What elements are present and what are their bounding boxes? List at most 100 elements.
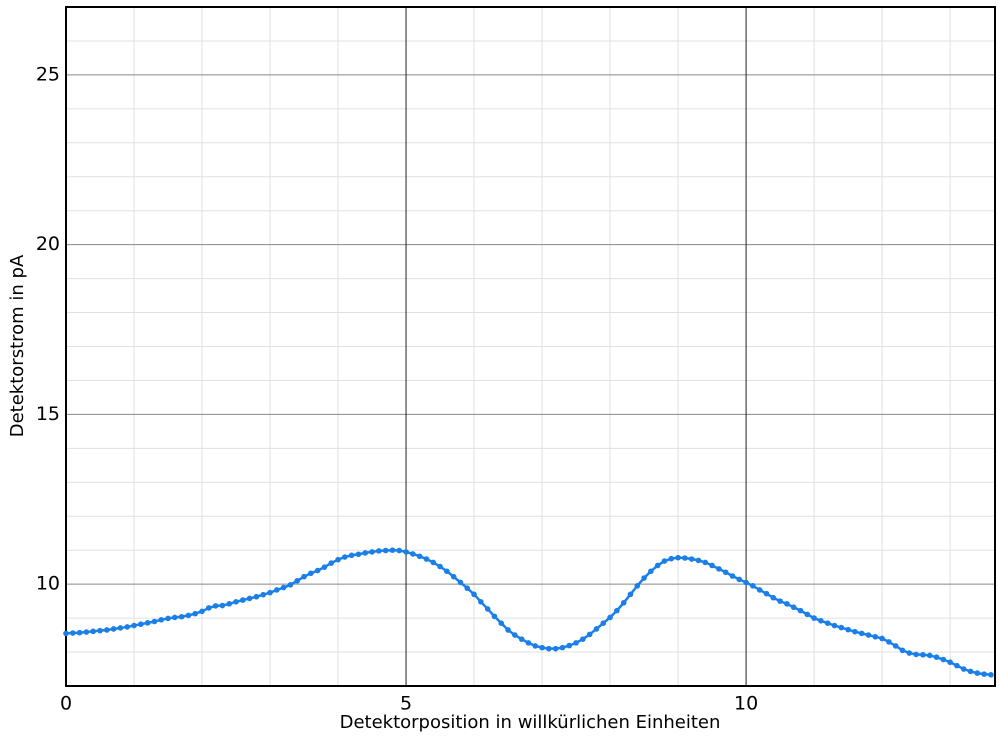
- data-point: [525, 640, 532, 646]
- data-point: [811, 615, 817, 621]
- data-point: [70, 630, 76, 636]
- x-tick-label: 0: [60, 693, 72, 715]
- data-point: [702, 559, 709, 566]
- data-point: [233, 599, 239, 605]
- data-point: [593, 626, 600, 632]
- data-point: [382, 547, 389, 554]
- data-point: [144, 620, 151, 626]
- data-point: [151, 618, 158, 625]
- data-point: [369, 549, 375, 555]
- data-point: [818, 618, 824, 624]
- data-point: [267, 589, 273, 596]
- data-point: [573, 640, 579, 646]
- x-tick-label: 5: [400, 693, 412, 715]
- data-point: [539, 644, 545, 651]
- data-point: [478, 599, 484, 605]
- plot-frame: [65, 6, 996, 687]
- data-point: [457, 579, 464, 586]
- data-point: [926, 652, 933, 659]
- data-point: [471, 591, 477, 598]
- data-point: [743, 579, 749, 586]
- data-point: [722, 569, 729, 576]
- data-point: [872, 633, 879, 640]
- data-point: [546, 645, 552, 652]
- data-point: [206, 605, 212, 611]
- data-point: [797, 607, 804, 614]
- data-point: [600, 620, 607, 626]
- data-point: [90, 628, 97, 635]
- data-point: [158, 616, 165, 623]
- data-point: [280, 584, 287, 591]
- data-point: [376, 548, 382, 554]
- x-tick-label: 10: [734, 693, 758, 715]
- data-point: [287, 582, 294, 588]
- data-point: [410, 551, 416, 557]
- data-point: [138, 621, 144, 628]
- data-point: [335, 556, 341, 563]
- data-point: [716, 566, 722, 572]
- data-point: [770, 594, 777, 601]
- data-point: [954, 662, 960, 669]
- data-point: [777, 598, 783, 604]
- data-point: [518, 636, 525, 642]
- data-point: [308, 570, 314, 577]
- data-point: [886, 639, 892, 645]
- data-point: [790, 604, 797, 611]
- data-point: [865, 632, 872, 638]
- data-point: [974, 670, 981, 676]
- data-point: [920, 651, 926, 658]
- data-point: [172, 614, 178, 621]
- data-point: [260, 591, 267, 598]
- data-point: [899, 647, 906, 654]
- data-point: [654, 562, 661, 569]
- data-point: [416, 553, 423, 560]
- data-point: [682, 555, 688, 561]
- data-point: [940, 656, 947, 663]
- data-point: [342, 554, 348, 560]
- x-axis-title: Detektorposition in willkürlichen Einhei…: [340, 712, 721, 733]
- data-point: [580, 636, 586, 642]
- data-point: [695, 557, 702, 564]
- data-point: [879, 635, 885, 642]
- data-point: [403, 549, 409, 555]
- data-point: [505, 627, 511, 633]
- data-point: [627, 591, 634, 598]
- data-point: [532, 643, 539, 649]
- data-point: [892, 643, 899, 649]
- data-point: [641, 575, 647, 581]
- data-point: [253, 593, 260, 600]
- data-point: [301, 573, 307, 580]
- y-tick-label: 20: [36, 233, 60, 255]
- y-tick-label: 15: [36, 403, 60, 425]
- data-point: [824, 620, 831, 626]
- data-point: [967, 668, 974, 675]
- data-point: [804, 611, 811, 618]
- data-point: [117, 625, 124, 631]
- data-point: [498, 620, 505, 626]
- data-point: [192, 610, 199, 617]
- data-point: [763, 590, 770, 597]
- data-point: [736, 576, 743, 583]
- data-point: [933, 654, 940, 660]
- data-point: [165, 615, 171, 622]
- data-point: [607, 614, 613, 621]
- data-point: [110, 626, 117, 632]
- data-point: [185, 612, 192, 619]
- data-point: [586, 631, 593, 638]
- data-point: [634, 583, 641, 589]
- data-point: [552, 645, 559, 652]
- data-point: [362, 550, 369, 556]
- data-point: [947, 659, 953, 666]
- data-point: [709, 562, 715, 569]
- data-point: [729, 573, 736, 579]
- data-point: [246, 595, 253, 602]
- y-tick-label: 25: [36, 63, 60, 85]
- data-point: [559, 644, 566, 651]
- data-point: [484, 606, 491, 612]
- data-point: [750, 583, 756, 589]
- data-point: [450, 573, 457, 580]
- data-point: [981, 671, 987, 677]
- data-point: [858, 630, 865, 637]
- y-axis-title: Detektorstrom in pA: [7, 254, 28, 437]
- data-point: [620, 600, 627, 606]
